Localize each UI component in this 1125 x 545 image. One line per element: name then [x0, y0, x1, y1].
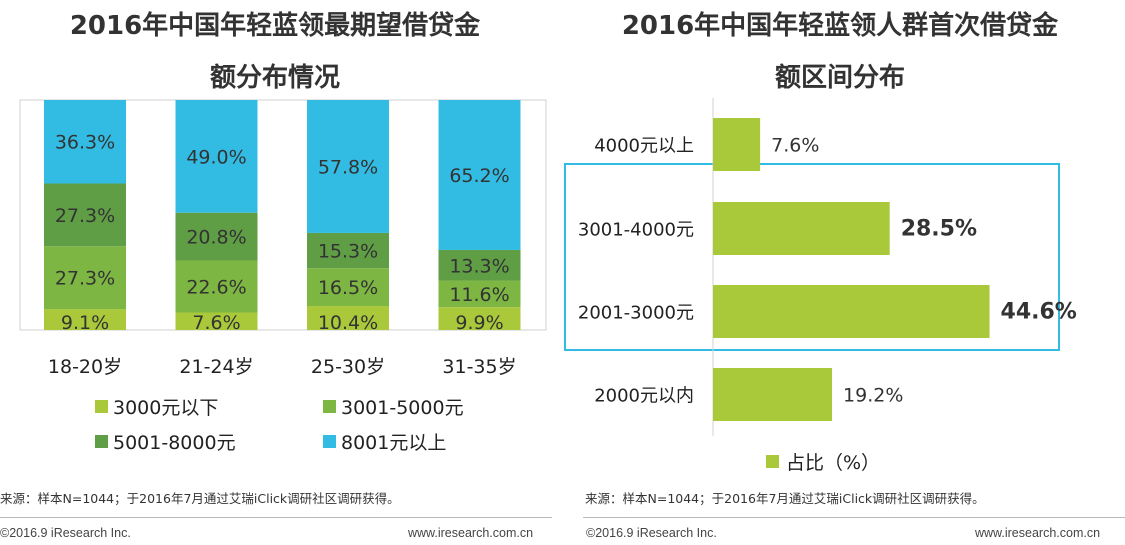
bar — [713, 202, 890, 255]
stacked-bar-segment — [175, 260, 258, 313]
right-website: www.iresearch.com.cn — [975, 526, 1101, 540]
stacked-bar-segment — [307, 268, 389, 307]
right-title-line2: 额区间分布 — [774, 63, 905, 93]
left-chart-title: 2016年中国年轻蓝领最期望借贷金 额分布情况 — [10, 0, 540, 104]
legend-swatch — [95, 435, 108, 448]
data-label: 10.4% — [318, 312, 378, 334]
bar — [713, 285, 990, 338]
data-label: 22.6% — [186, 277, 246, 299]
legend-swatch — [323, 400, 336, 413]
left-title-line1: 2016年中国年轻蓝领最期望借贷金 — [69, 11, 481, 41]
data-label: 7.6% — [192, 312, 240, 334]
data-label: 49.0% — [186, 146, 246, 168]
data-label: 13.3% — [449, 255, 509, 277]
right-source-note: 来源：样本N=1044；于2016年7月通过艾瑞iClick调研社区调研获得。 — [585, 491, 985, 506]
legend-label: 5001-8000元 — [113, 432, 236, 454]
x-tick-label: 18-20岁 — [48, 356, 122, 378]
stacked-bar-segment — [438, 249, 521, 281]
stacked-bar-segment — [438, 280, 521, 308]
data-label: 7.6% — [771, 135, 819, 157]
left-copyright: ©2016.9 iResearch Inc. — [0, 526, 131, 540]
stacked-bar-segment — [175, 312, 258, 330]
stacked-bar-segment — [44, 183, 126, 247]
data-label: 65.2% — [449, 165, 509, 187]
data-label: 28.5% — [901, 217, 977, 242]
left-source-note: 来源：样本N=1044；于2016年7月通过艾瑞iClick调研社区调研获得。 — [0, 491, 400, 506]
stacked-bar-segment — [307, 232, 389, 269]
data-label: 16.5% — [318, 277, 378, 299]
y-tick-label: 4000元以上 — [594, 136, 694, 157]
left-footer-divider — [0, 517, 552, 518]
data-label: 27.3% — [55, 268, 115, 290]
data-label: 20.8% — [186, 227, 246, 249]
left-title-line2: 额分布情况 — [209, 63, 340, 93]
stacked-bar-segment — [44, 309, 126, 330]
data-label: 36.3% — [55, 132, 115, 154]
stacked-bar-segment — [44, 100, 126, 184]
bar — [713, 368, 833, 421]
stacked-bar-segment — [307, 306, 389, 330]
left-plot-frame — [19, 99, 547, 331]
right-title-line1: 2016年中国年轻蓝领人群首次借贷金 — [621, 11, 1059, 41]
data-label: 9.1% — [61, 312, 109, 334]
data-label: 44.6% — [1001, 300, 1077, 325]
stacked-bar-segment — [307, 100, 389, 233]
legend-label: 3000元以下 — [113, 397, 218, 419]
right-copyright: ©2016.9 iResearch Inc. — [586, 526, 717, 540]
right-footer-divider — [583, 517, 1125, 518]
highlight-box — [564, 163, 1060, 351]
legend-swatch — [766, 455, 779, 468]
data-label: 19.2% — [843, 385, 903, 407]
stacked-bar-segment — [438, 307, 521, 330]
stacked-bar-segment — [438, 100, 521, 250]
data-label: 57.8% — [318, 156, 378, 178]
stacked-bar-segment — [44, 246, 126, 310]
legend-label: 3001-5000元 — [341, 397, 464, 419]
bar — [713, 118, 761, 171]
data-label: 27.3% — [55, 205, 115, 227]
y-tick-label: 2000元以内 — [594, 386, 694, 407]
left-website: www.iresearch.com.cn — [408, 526, 534, 540]
x-tick-label: 31-35岁 — [442, 356, 516, 378]
y-tick-label: 2001-3000元 — [578, 303, 694, 324]
y-tick-label: 3001-4000元 — [578, 220, 694, 241]
stacked-bar-segment — [175, 100, 258, 213]
stacked-bar-segment — [175, 212, 258, 261]
data-label: 15.3% — [318, 241, 378, 263]
x-tick-label: 25-30岁 — [311, 356, 385, 378]
legend-label: 8001元以上 — [341, 432, 446, 454]
data-label: 9.9% — [455, 312, 503, 334]
legend-label: 占比（%） — [786, 452, 880, 474]
legend-swatch — [323, 435, 336, 448]
legend-swatch — [95, 400, 108, 413]
right-chart-title: 2016年中国年轻蓝领人群首次借贷金 额区间分布 — [560, 0, 1120, 104]
data-label: 11.6% — [449, 284, 509, 306]
x-tick-label: 21-24岁 — [179, 356, 253, 378]
